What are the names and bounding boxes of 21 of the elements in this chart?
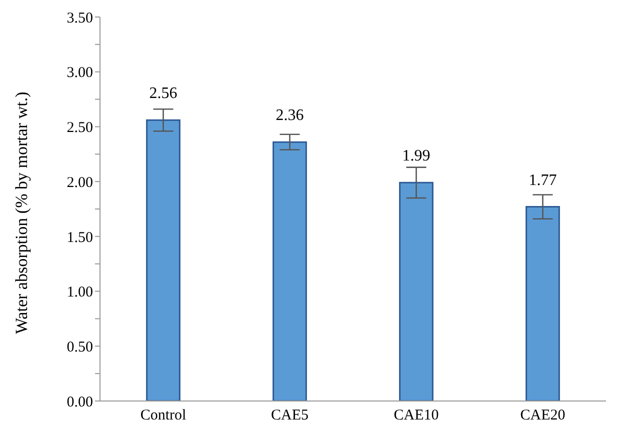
bar: [399, 182, 434, 401]
y-tick-label: 0.50: [66, 339, 93, 356]
data-label: 1.77: [528, 172, 557, 189]
bar: [526, 206, 560, 401]
data-label: 2.36: [276, 107, 304, 124]
x-tick-label: CAE10: [394, 408, 439, 424]
bar: [272, 141, 307, 401]
y-axis-title: Water absorption (% by mortar wt.): [12, 92, 32, 334]
x-tick-label: CAE5: [271, 408, 308, 424]
y-tick-label: 2.00: [66, 174, 93, 191]
data-label: 2.56: [149, 85, 178, 102]
bar: [146, 119, 180, 401]
y-tick-label: 1.50: [66, 230, 93, 246]
y-tick-label: 3.50: [66, 10, 93, 26]
y-tick-label: 2.50: [66, 120, 93, 136]
data-label: 1.99: [402, 148, 430, 165]
y-tick-label: 3.00: [66, 65, 93, 82]
y-tick-label: 0.00: [66, 394, 93, 410]
x-tick-label: CAE20: [520, 408, 566, 424]
y-tick-label: 1.00: [66, 284, 93, 301]
x-tick-label: Control: [140, 408, 186, 424]
